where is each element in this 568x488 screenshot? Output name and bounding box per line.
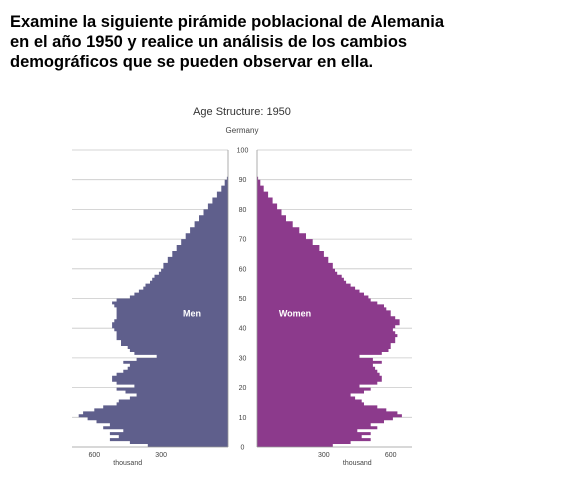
age-tick-label: 30 [239,355,247,362]
question-line: Examine la siguiente pirámide poblaciona… [10,13,445,31]
chart-subtitle: Germany [226,126,259,135]
x-tick-label-right: 600 [385,452,397,459]
series-label-women: Women [279,308,311,318]
x-tick-label-left: 600 [88,452,100,459]
age-tick-label: 50 [239,296,247,303]
population-tick-labels: 600 300 300 600 thousand thousand [88,452,396,467]
series-label-men: Men [183,308,201,318]
age-tick-label: 10 [239,415,247,422]
series-labels: Men Women [183,308,311,318]
age-tick-labels: 0 10 20 30 40 50 60 70 80 90 100 [237,148,249,452]
x-tick-label-left: 300 [155,452,167,459]
men-series-area [78,176,228,447]
age-tick-label: 40 [239,326,247,333]
age-tick-label: 90 [239,177,247,184]
age-tick-label: 20 [239,385,247,392]
x-unit-right: thousand [343,460,372,467]
age-tick-label: 60 [239,266,247,273]
x-tick-label-right: 300 [318,452,330,459]
bars [78,176,402,447]
age-tick-label: 0 [241,445,245,452]
question-line: demográficos que se pueden observar en e… [10,53,374,71]
chart-title: Age Structure: 1950 [193,106,291,118]
x-unit-left: thousand [113,460,142,467]
age-tick-label: 80 [239,207,247,214]
age-tick-label: 100 [237,148,249,155]
women-series-area [257,176,402,447]
question-text: Examine la siguiente pirámide poblaciona… [10,12,558,72]
age-tick-label: 70 [239,237,247,244]
question-line: en el año 1950 y realice un análisis de … [10,33,408,51]
axis [72,150,412,448]
